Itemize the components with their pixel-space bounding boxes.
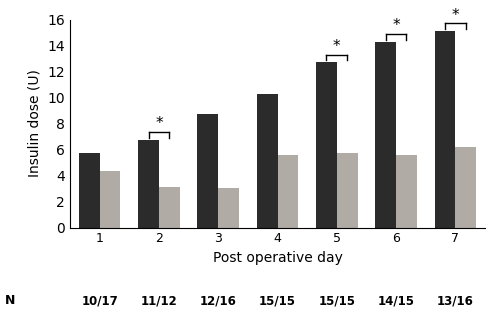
Bar bbox=[456, 147, 476, 228]
Text: 11/12: 11/12 bbox=[140, 294, 177, 307]
Text: *: * bbox=[155, 116, 162, 131]
Text: *: * bbox=[452, 8, 459, 23]
Text: 13/16: 13/16 bbox=[437, 294, 474, 307]
Bar bbox=[159, 187, 180, 228]
Bar bbox=[337, 153, 357, 228]
Text: 15/15: 15/15 bbox=[259, 294, 296, 307]
Bar bbox=[79, 153, 100, 228]
X-axis label: Post operative day: Post operative day bbox=[212, 251, 342, 265]
Bar bbox=[396, 155, 417, 228]
Text: *: * bbox=[333, 39, 340, 54]
Bar bbox=[138, 140, 159, 228]
Text: N: N bbox=[5, 294, 15, 307]
Bar bbox=[376, 42, 396, 227]
Y-axis label: Insulin dose (U): Insulin dose (U) bbox=[28, 70, 42, 177]
Bar bbox=[257, 94, 278, 228]
Text: 14/15: 14/15 bbox=[378, 294, 414, 307]
Bar bbox=[100, 171, 120, 228]
Text: *: * bbox=[392, 18, 400, 33]
Bar bbox=[198, 114, 218, 228]
Text: 12/16: 12/16 bbox=[200, 294, 236, 307]
Text: 15/15: 15/15 bbox=[318, 294, 356, 307]
Bar bbox=[278, 155, 298, 228]
Bar bbox=[434, 31, 456, 227]
Text: 10/17: 10/17 bbox=[82, 294, 118, 307]
Bar bbox=[218, 188, 239, 228]
Bar bbox=[316, 62, 337, 228]
